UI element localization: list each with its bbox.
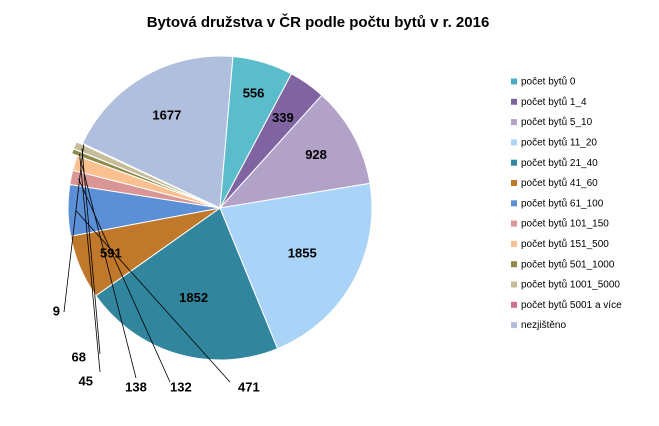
pie-slice	[218, 94, 371, 209]
pie-slice	[219, 182, 373, 350]
legend-label: nezjištěno	[521, 320, 566, 331]
pie-slice	[95, 207, 279, 361]
data-label: 1852	[179, 290, 208, 305]
data-label: 556	[243, 86, 265, 101]
data-label: 9	[53, 303, 60, 318]
legend-swatch	[511, 180, 517, 186]
legend-swatch	[511, 78, 517, 85]
legend-label: počet bytů 11_20	[521, 137, 597, 149]
data-label: 1677	[152, 107, 181, 122]
legend-swatch	[511, 322, 517, 329]
legend-label: počet bytů 501_1000	[521, 258, 615, 270]
legend-swatch	[511, 119, 517, 126]
legend: počet bytů 0 počet bytů 1_4 počet bytů 5_1…	[511, 76, 622, 331]
legend-label: počet bytů 61_100	[521, 197, 604, 209]
data-label: 68	[72, 349, 86, 364]
pie-slices	[67, 55, 373, 361]
pie-slice	[219, 56, 293, 209]
data-label: 45	[79, 373, 93, 388]
legend-swatch	[511, 139, 517, 146]
leader-line	[63, 144, 85, 313]
legend-label: počet bytů 5_10	[521, 116, 593, 128]
chart-title: Bytová družstva v ČR podle počtu bytů v …	[147, 13, 490, 31]
data-label: 138	[125, 379, 147, 394]
legend-label: počet bytů 101_150	[521, 218, 609, 230]
leader-line	[75, 209, 231, 383]
legend-label: počet bytů 151_500	[521, 238, 609, 250]
pie-slice	[81, 55, 234, 209]
legend-label: počet bytů 0	[521, 76, 576, 88]
legend-label: počet bytů 1_4	[521, 96, 587, 108]
legend-swatch	[511, 98, 517, 105]
leader-line	[81, 165, 137, 379]
legend-label: počet bytů 41_60	[521, 177, 598, 189]
legend-swatch	[511, 220, 517, 227]
data-label: 132	[170, 379, 192, 394]
leader-line	[81, 148, 101, 355]
data-label: 928	[305, 147, 327, 162]
leader-line	[79, 153, 101, 373]
legend-swatch	[511, 281, 517, 288]
legend-swatch	[511, 301, 517, 308]
legend-swatch	[511, 261, 517, 268]
legend-swatch	[511, 159, 517, 166]
data-label: 339	[272, 110, 294, 125]
legend-swatch	[511, 200, 517, 207]
data-label: 471	[238, 379, 260, 394]
legend-swatch	[511, 240, 517, 247]
data-label: 1855	[288, 245, 317, 260]
legend-label: počet bytů 5001 a více	[521, 299, 622, 311]
legend-label: počet bytů 21_40	[521, 157, 598, 169]
legend-label: počet bytů 1001_5000	[521, 279, 620, 291]
